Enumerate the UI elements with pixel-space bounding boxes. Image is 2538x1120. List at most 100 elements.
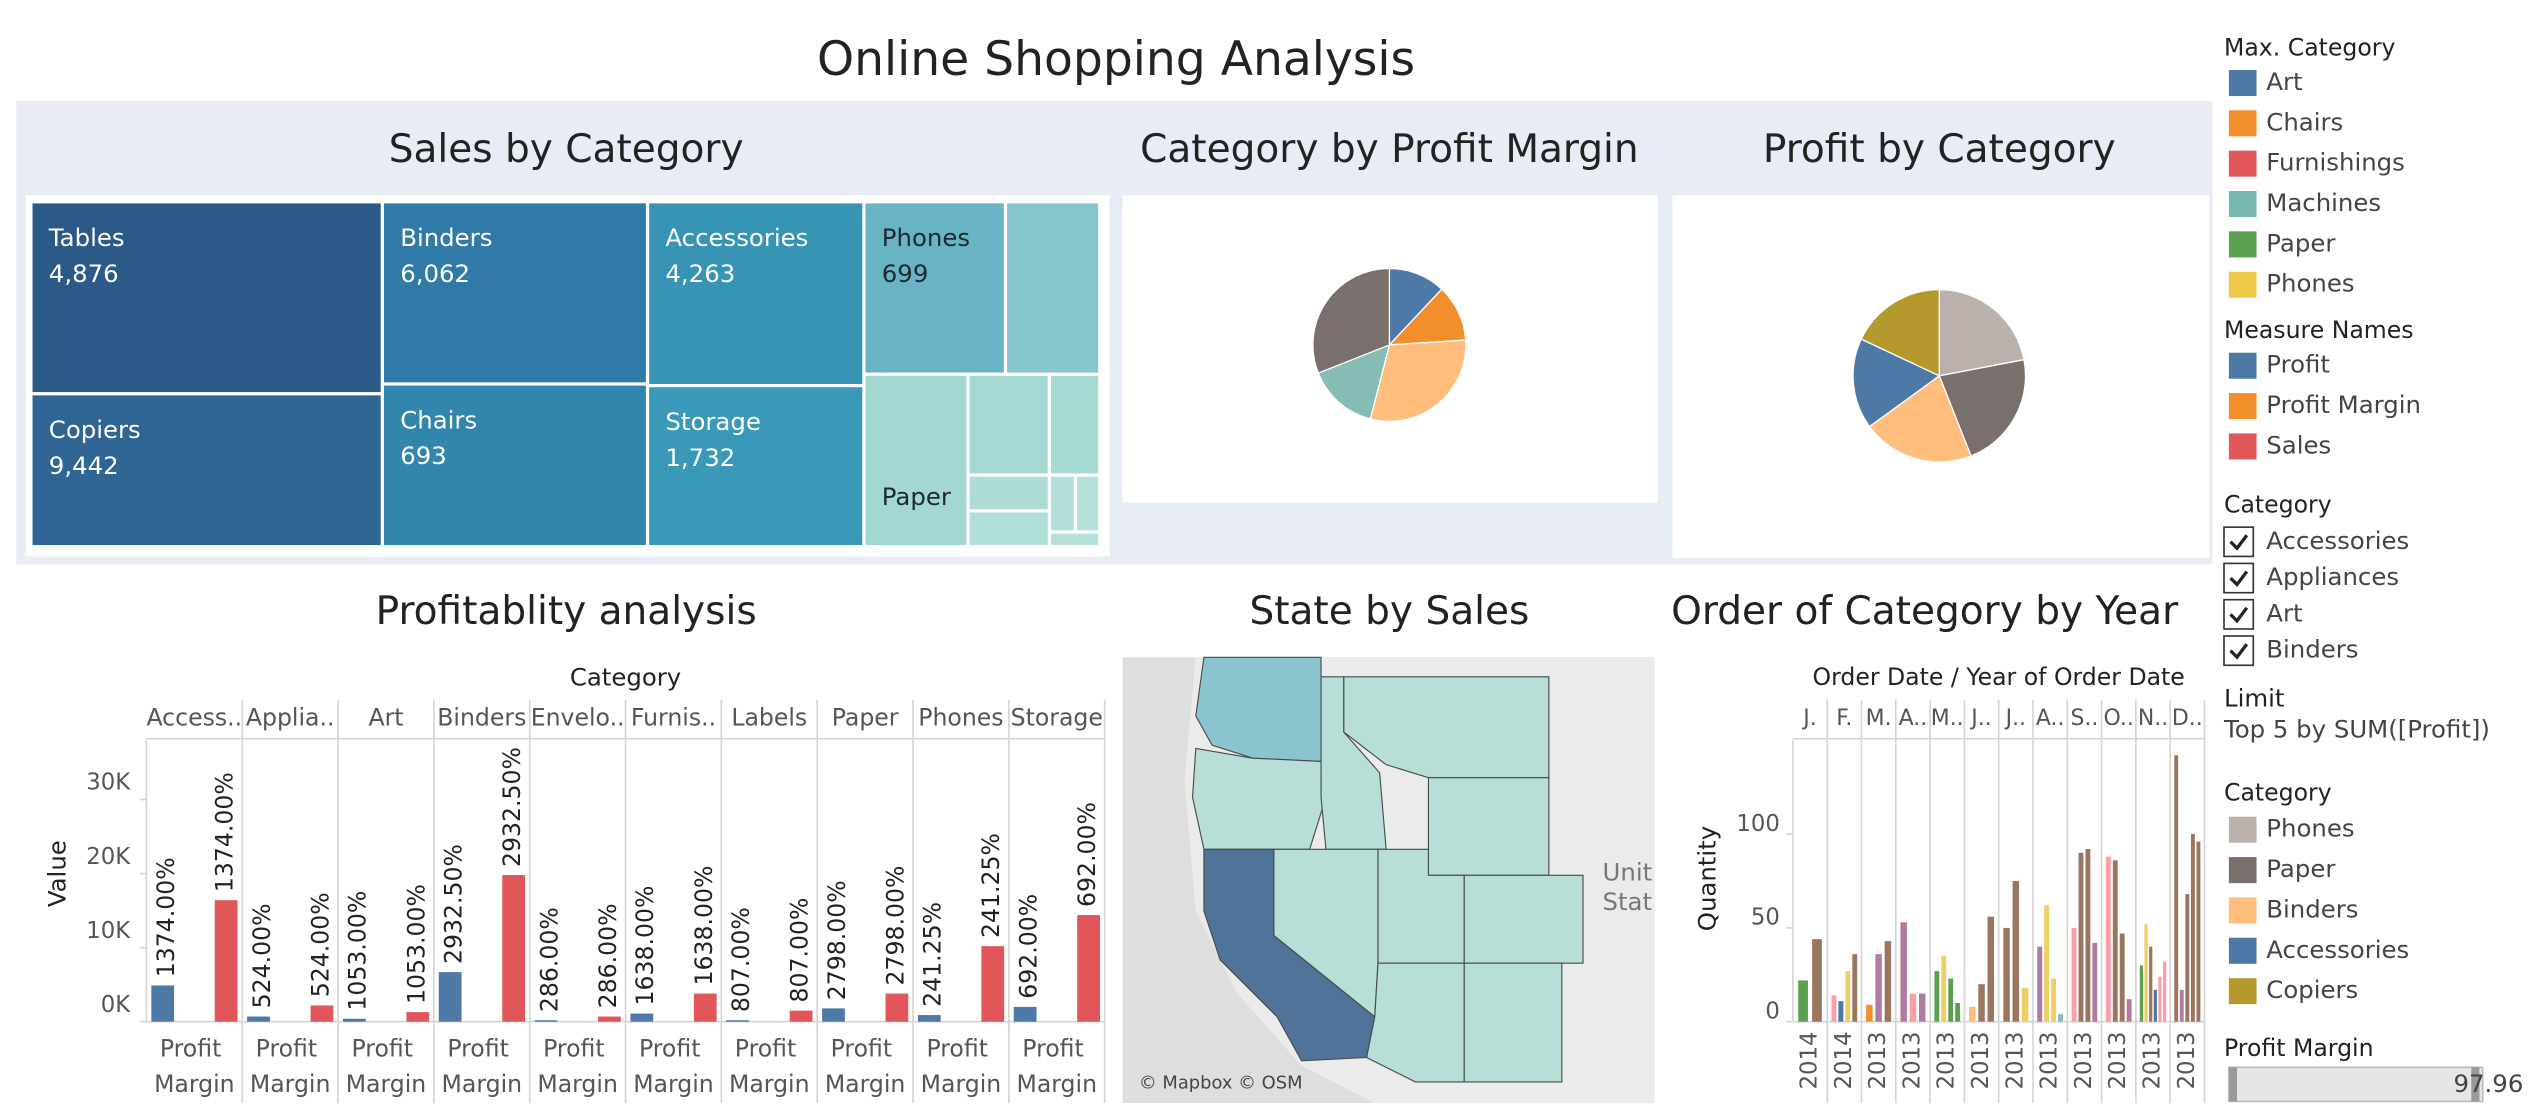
month-label: J.: [1801, 706, 1816, 731]
facet-label: Phones: [918, 704, 1003, 732]
x-tick-label: Profit Margin: [921, 1034, 1002, 1098]
bar-label: 286.00%: [594, 903, 622, 1008]
tile-value: 699: [882, 259, 929, 288]
bar: [1866, 1004, 1873, 1022]
chart-title: Category by Profit Margin: [1140, 127, 1639, 172]
bar-label: 1053.00%: [344, 891, 372, 1011]
x-tick-label: Profit Margin: [825, 1034, 906, 1098]
tile-label: Copiers: [49, 415, 141, 444]
bar: [2012, 880, 2020, 1022]
month-label: S..: [2070, 706, 2098, 731]
bar-label: 241.25%: [977, 833, 1005, 938]
x-tick-label: Profit Margin: [346, 1034, 427, 1098]
checkmark: [2229, 643, 2249, 660]
bar: [2179, 989, 2184, 1022]
bar: [2051, 978, 2057, 1022]
x-tick-label: Profit Margin: [633, 1034, 714, 1098]
bar-label: 286.00%: [535, 907, 563, 1012]
tile-value: 9,442: [49, 451, 119, 480]
bar: [2044, 905, 2050, 1022]
bar: [822, 1008, 845, 1022]
map: Unit Stat © Mapbox © OSM: [1122, 656, 1655, 1104]
bar: [2105, 856, 2111, 1022]
pie-slice: [1312, 267, 1391, 374]
month-label: J..: [2004, 706, 2026, 731]
slider-handle[interactable]: [2471, 1067, 2480, 1102]
bar: [917, 1015, 941, 1022]
bar: [2185, 894, 2190, 1022]
filter-checkbox[interactable]: [2223, 562, 2255, 594]
legend-item: Paper: [2266, 854, 2336, 883]
x-tick-label: Profit Margin: [729, 1034, 810, 1098]
checkmark: [2229, 570, 2249, 588]
filter-checkbox[interactable]: [2223, 635, 2255, 667]
legend-swatch: [2228, 271, 2257, 298]
filter-checkbox[interactable]: [2223, 526, 2255, 558]
filter-checkbox[interactable]: [2223, 598, 2255, 630]
year-label: 2013: [2140, 1031, 2166, 1089]
tile-value: 6,062: [400, 259, 470, 288]
bar: [310, 1005, 334, 1022]
tile: [1050, 375, 1099, 474]
bar: [2190, 834, 2195, 1022]
bar: [2071, 927, 2077, 1022]
x-header: Order Date / Year of Order Date: [1813, 663, 2185, 691]
year-label: 2013: [1968, 1031, 1994, 1089]
pie-slice: [1938, 288, 2025, 377]
pie-slice: [1317, 343, 1391, 420]
chart-title: Profitablity analysis: [376, 589, 757, 634]
legend-swatch: [2228, 191, 2257, 218]
y-tick-label: 50: [1751, 905, 1780, 931]
tile: [1050, 533, 1099, 546]
bar-label: 2798.00%: [881, 866, 909, 986]
treemap-tile: [865, 375, 967, 546]
state: [1365, 962, 1465, 1083]
map-label: Stat: [1603, 887, 1653, 916]
bar: [1909, 993, 1917, 1022]
pie-slice: [1938, 358, 2027, 457]
bar-label: 2798.00%: [823, 880, 851, 1000]
bar: [598, 1016, 621, 1022]
x-tick-label: Profit Margin: [154, 1034, 235, 1098]
bar: [2149, 946, 2153, 1022]
legend-item: Phones: [2266, 269, 2354, 298]
tile-value: 4,876: [49, 259, 119, 288]
bar: [1013, 1006, 1037, 1022]
legend-swatch: [2228, 352, 2257, 379]
month-label: F.: [1836, 706, 1852, 731]
bar-label: 524.00%: [248, 903, 276, 1008]
legend-title: Category: [2224, 778, 2332, 806]
bar: [1918, 993, 1926, 1022]
bar: [1955, 1002, 1961, 1022]
bar: [726, 1020, 750, 1022]
state: [1191, 747, 1327, 850]
bar-label: 1374.00%: [152, 857, 180, 977]
legend-swatch: [2228, 150, 2257, 177]
legend-item: Chairs: [2266, 107, 2343, 136]
bar: [2139, 965, 2144, 1022]
pie-slice: [1868, 374, 1972, 463]
state: [1195, 656, 1322, 763]
year-label: 2013: [1934, 1031, 1960, 1089]
year-label: 2013: [2037, 1031, 2063, 1089]
filter-item: Art: [2266, 598, 2302, 627]
tile: [969, 476, 1048, 510]
bar: [2092, 942, 2098, 1022]
slider-track[interactable]: [2228, 1066, 2484, 1103]
legend-swatch: [2228, 433, 2257, 460]
year-label: 2013: [2002, 1031, 2028, 1089]
x-tick-label: Profit Margin: [537, 1034, 618, 1098]
pie-slice: [1860, 288, 1940, 377]
month-label: M..: [1931, 706, 1964, 731]
legend-swatch: [2228, 110, 2257, 137]
map-credit: © Mapbox © OSM: [1139, 1073, 1303, 1094]
treemap-small-tiles: [969, 203, 1099, 546]
bar: [2078, 852, 2084, 1022]
slider-handle[interactable]: [2228, 1067, 2238, 1102]
pie-slice: [1369, 339, 1467, 422]
bar: [438, 972, 462, 1022]
tile-label: Chairs: [400, 405, 477, 434]
x-tick-label: Profit Margin: [1016, 1034, 1097, 1098]
facet-label: Storage: [1011, 704, 1103, 732]
